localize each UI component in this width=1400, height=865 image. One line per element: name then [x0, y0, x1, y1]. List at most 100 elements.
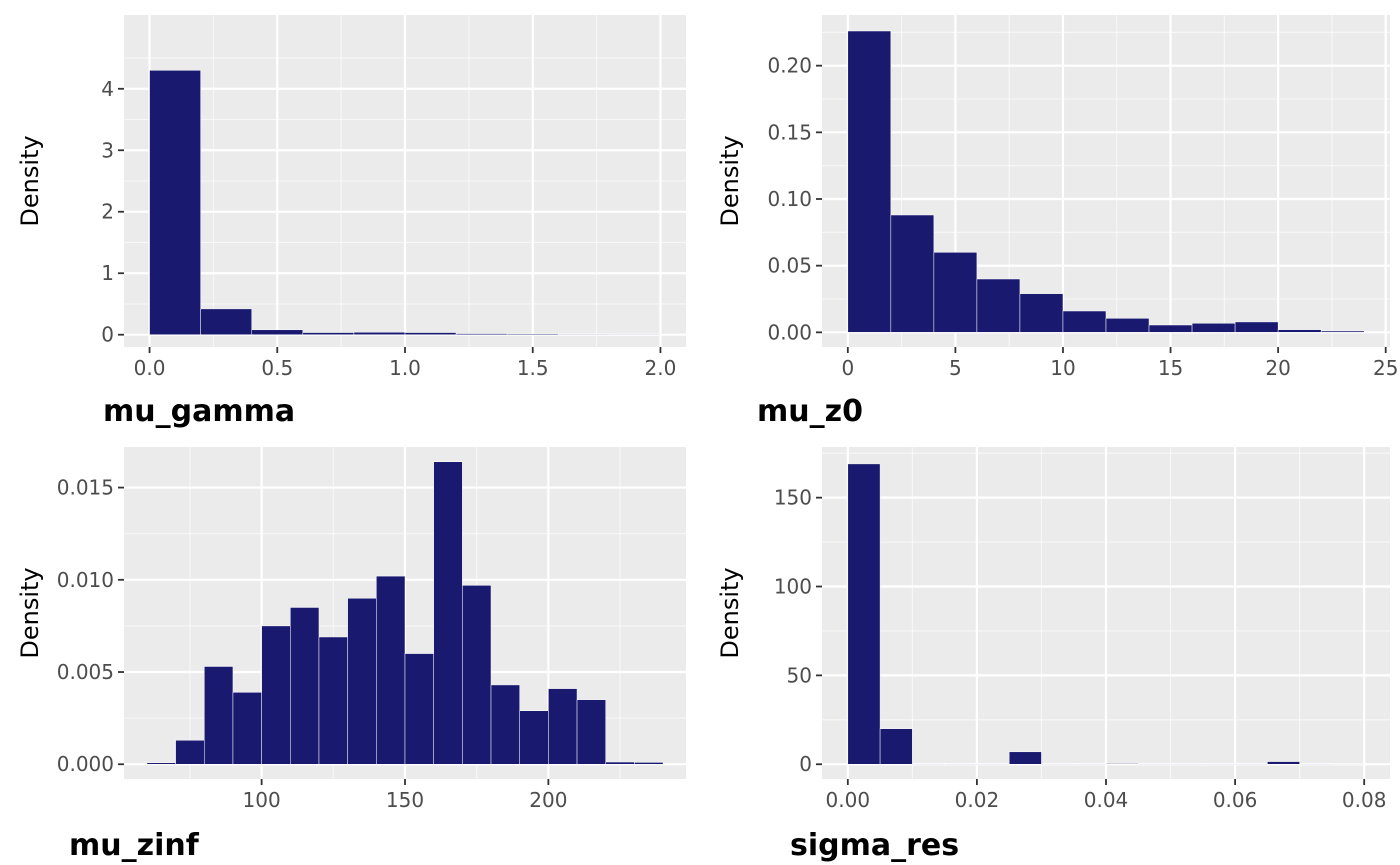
x-tick-label: 1.5: [517, 356, 549, 380]
histogram-bar: [261, 625, 291, 765]
histogram-bar: [634, 762, 664, 765]
histogram-bar: [1202, 763, 1236, 766]
x-tick-label: 25: [1373, 356, 1398, 380]
y-tick-label: 0.00: [767, 320, 812, 344]
histogram-bar: [506, 333, 559, 335]
histogram-bar: [519, 710, 549, 765]
x-tick-label: 10: [1050, 356, 1075, 380]
histogram-bar: [404, 332, 457, 335]
y-tick-label: 0: [101, 323, 114, 347]
histogram-bar: [890, 214, 935, 333]
y-tick-label: 50: [787, 663, 812, 687]
histogram-bar: [1008, 751, 1042, 765]
histogram-bar: [1019, 293, 1064, 333]
y-tick-label: 0.000: [57, 752, 114, 776]
histogram-bar: [1234, 321, 1279, 333]
histogram-bar: [175, 740, 205, 765]
x-tick-label: 15: [1158, 356, 1183, 380]
y-tick-label: 0.010: [57, 568, 114, 592]
histogram-bar: [1299, 763, 1333, 766]
histogram-bar: [1320, 330, 1365, 333]
x-tick-label: 1.0: [389, 356, 421, 380]
histogram-bar: [1062, 310, 1107, 333]
y-tick-label: 1: [101, 261, 114, 285]
histogram-bar: [290, 607, 320, 765]
x-tick-label: 0: [841, 356, 854, 380]
histogram-bar: [1191, 323, 1236, 333]
histogram-bar: [1041, 763, 1074, 766]
panel-title: mu_z0: [757, 394, 863, 429]
histogram-bar: [302, 332, 355, 335]
histogram-bar: [1331, 763, 1365, 765]
x-tick-label: 0.5: [261, 356, 293, 380]
histogram-bar: [879, 728, 913, 765]
histogram-bar: [318, 636, 348, 765]
y-axis-label: Density: [16, 567, 44, 658]
histogram-bar: [1267, 761, 1300, 765]
histogram-bar: [558, 333, 610, 335]
histogram-bar: [976, 763, 1010, 766]
y-axis-label: Density: [16, 135, 44, 226]
x-tick-label: 200: [529, 788, 567, 812]
histogram-bar: [204, 666, 234, 765]
histogram-bar: [1148, 324, 1193, 333]
x-tick-label: 0.02: [955, 788, 1000, 812]
histogram-bar: [1105, 763, 1139, 765]
histogram-bar: [376, 575, 406, 765]
histogram-bar: [933, 252, 978, 333]
y-tick-label: 0.05: [767, 254, 812, 278]
x-tick-label: 20: [1265, 356, 1290, 380]
y-tick-label: 4: [101, 77, 114, 101]
x-tick-label: 2.0: [645, 356, 677, 380]
histogram-bar: [609, 334, 661, 336]
y-tick-label: 0.20: [767, 54, 812, 78]
histogram-bar: [944, 763, 978, 766]
histogram-bar: [251, 329, 304, 335]
x-tick-label: 0.08: [1342, 788, 1387, 812]
histogram-bar: [576, 699, 606, 765]
histogram-bar: [200, 308, 252, 335]
y-tick-label: 0: [799, 752, 812, 776]
x-tick-label: 0.04: [1084, 788, 1129, 812]
histogram-bar: [353, 331, 406, 335]
histogram-bar: [146, 762, 176, 765]
y-tick-label: 150: [774, 486, 812, 510]
y-axis-label: Density: [716, 567, 744, 658]
histogram-bar: [847, 30, 892, 333]
y-tick-label: 0.15: [767, 120, 812, 144]
histogram-bar: [490, 684, 520, 765]
histogram-bar: [404, 653, 434, 765]
histogram-bar: [433, 461, 463, 765]
y-tick-label: 0.015: [57, 476, 114, 500]
histogram-bar: [548, 688, 578, 765]
histogram-bar: [1277, 329, 1322, 333]
x-tick-label: 0.00: [826, 788, 871, 812]
x-tick-label: 5: [949, 356, 962, 380]
panel-title: mu_gamma: [103, 394, 295, 429]
panel-title: mu_zinf: [69, 828, 200, 863]
histogram-bar: [1105, 318, 1150, 333]
histogram-bar: [347, 597, 377, 765]
histogram-bar: [149, 70, 201, 335]
histogram-bar: [1138, 763, 1171, 766]
histogram-bar: [232, 692, 262, 765]
panel-title: sigma_res: [790, 828, 959, 863]
y-tick-label: 100: [774, 575, 812, 599]
x-tick-label: 0.06: [1213, 788, 1258, 812]
histogram-bar: [1170, 763, 1204, 766]
x-tick-label: 0.0: [134, 356, 166, 380]
histogram-bar: [847, 463, 881, 765]
histogram-bar: [455, 333, 508, 335]
histogram-bar: [912, 763, 945, 766]
y-tick-label: 0.005: [57, 660, 114, 684]
histogram-bar: [976, 278, 1021, 333]
y-tick-label: 3: [101, 138, 114, 162]
y-tick-label: 2: [101, 200, 114, 224]
histogram-bar: [605, 761, 635, 765]
histogram-bar: [462, 585, 492, 765]
y-axis-label: Density: [716, 135, 744, 226]
x-tick-label: 150: [386, 788, 424, 812]
x-tick-label: 100: [243, 788, 281, 812]
histogram-bar: [1234, 763, 1268, 766]
